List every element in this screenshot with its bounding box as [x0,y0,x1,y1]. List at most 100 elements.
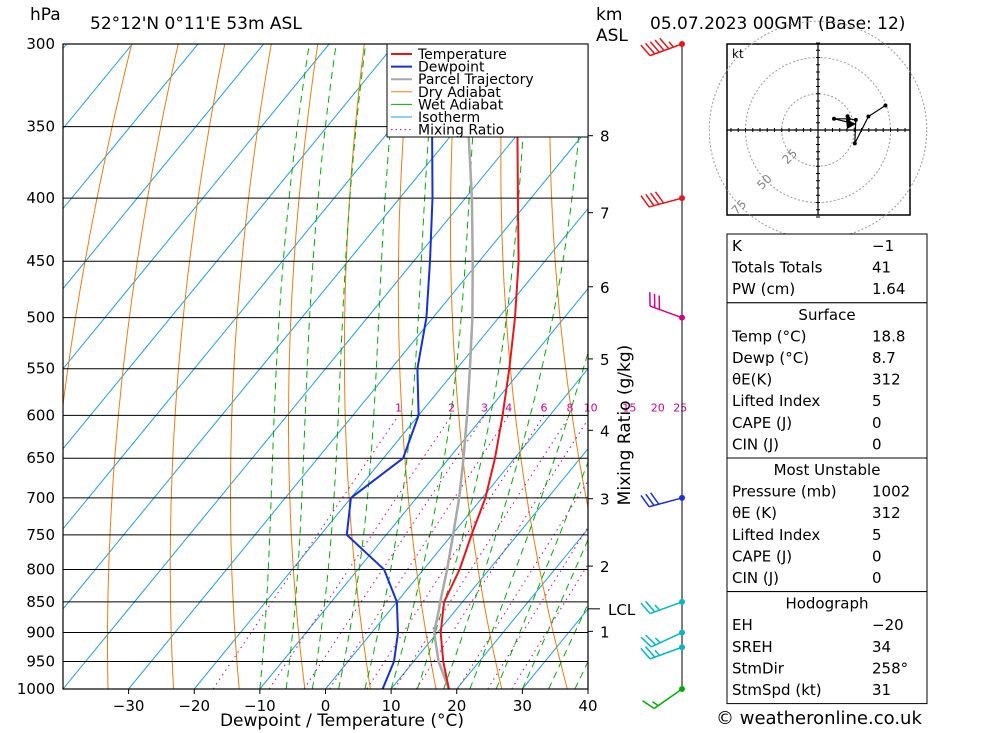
isotherm-line [63,47,588,689]
index-value: 312 [872,371,901,389]
height-unit-label: km [596,5,622,25]
wind-barb-feather [642,700,655,710]
credit-label: © weatheronline.co.uk [716,708,922,729]
height-tick-label: 5 [600,351,610,369]
wind-barbs [640,37,685,710]
legend-entry: Temperature [417,47,507,63]
isotherm-line [63,44,264,290]
wind-barb-feather [645,600,656,613]
hodograph-unit-label: kt [732,47,744,61]
mixing-ratio-line [511,563,588,689]
dry-adiabat-line [500,44,568,689]
wind-barb-feather [640,495,650,508]
x-axis: −30 −20 −10 0 10 20 30 40 [113,689,598,715]
index-label: CIN (J) [732,435,779,453]
pressure-tick-label: 800 [26,560,55,578]
dewpoint-profile [345,44,442,689]
wind-barb-staff [653,688,683,710]
indices-table: K −1 Totals Totals 41 PW (cm) 1.64 Surface Temp… [726,233,928,705]
wind-barb-feather [668,41,675,48]
wind-barb-feather [640,602,651,615]
wind-barb-feather [654,604,661,611]
pressure-tick-label: 600 [26,406,55,424]
index-value: 5 [872,526,882,544]
index-label: StmDir [732,659,785,677]
wind-barb-feather [654,637,661,644]
wind-barb-feather [640,647,651,660]
isotherm-line [0,44,1,689]
index-value: −1 [872,237,894,255]
x-tick-label: −10 [244,697,276,715]
index-value: 31 [872,681,891,699]
index-value: 34 [872,638,891,656]
storm-motion-arrowhead [846,119,856,129]
legend-entry: Dry Adiabat [418,85,501,101]
isotherm-line [390,448,588,689]
isotherm-line [325,367,588,689]
index-value: −20 [872,616,904,634]
index-label: Temp (°C) [731,327,806,345]
index-label: StmSpd (kt) [732,681,822,699]
index-label: Dewp (°C) [732,349,809,367]
datetime-label: 05.07.2023 00GMT (Base: 12) [650,14,905,34]
isotherm-line [456,528,588,689]
height-tick-label: 1 [600,623,610,641]
mixing-ratio-line [303,415,485,689]
legend-entry: Dewpoint [418,60,485,76]
lcl-label: LCL [608,601,636,619]
hodograph-point [853,117,858,122]
index-label: Totals Totals [731,259,823,277]
x-axis-title: Dewpoint / Temperature (°C) [220,711,464,731]
temperature-profile [439,44,527,689]
dry-adiabat-line [923,44,1000,689]
isotherm-line [259,287,588,689]
pressure-tick-label: 950 [26,653,55,671]
pressure-tick-label: 550 [26,360,55,378]
x-tick-label: 0 [321,697,331,715]
location-label: 52°12'N 0°11'E 53m ASL [90,14,302,34]
hodograph-ring [708,20,928,240]
isotherm-line [63,44,527,610]
index-label: EH [732,616,753,634]
index-value: 0 [872,435,882,453]
dry-adiabat-line [288,44,319,689]
index-label: CIN (J) [732,569,779,587]
hodograph-point [852,141,857,146]
index-value: 41 [872,259,891,277]
mixing-ratio-label: 10 [584,401,598,414]
mixing-ratio-label: 4 [505,401,512,414]
wet-adiabat-line [416,44,530,689]
index-label: CAPE (J) [732,547,792,565]
mixing-ratio-label: 20 [651,401,665,414]
mixing-ratio-label: 25 [673,401,687,414]
index-label: θE(K) [732,371,772,389]
pressure-tick-label: 400 [26,189,55,207]
pressure-tick-label: 450 [26,252,55,270]
wet-adiabat-line [338,44,400,689]
wind-barb-feather [645,634,657,646]
hodograph-block [726,591,928,705]
isotherm-line [63,44,396,450]
parcel-trajectory [432,44,474,689]
index-value: 312 [872,504,901,522]
wet-adiabat-line [259,44,310,689]
wind-barb-feather [654,649,661,656]
index-value: 1002 [872,483,910,501]
isotherm-line [63,44,461,530]
most-unstable-block-title: Most Unstable [774,461,881,479]
height-tick-label: 6 [600,279,610,297]
legend-entry: Parcel Trajectory [418,72,534,88]
x-tick-label: 20 [447,697,466,715]
wind-barb-staff [649,43,683,57]
height-tick-label: 7 [600,205,610,223]
index-label: Pressure (mb) [732,483,837,501]
wind-barb-feather [645,42,656,55]
wind-barb-staff [648,197,683,208]
index-label: SREH [732,638,773,656]
wet-adiabat-line [443,44,587,689]
index-label: Lifted Index [732,526,820,544]
pressure-tick-label: 700 [26,489,55,507]
x-tick-label: 10 [382,697,401,715]
general-indices [726,233,928,304]
